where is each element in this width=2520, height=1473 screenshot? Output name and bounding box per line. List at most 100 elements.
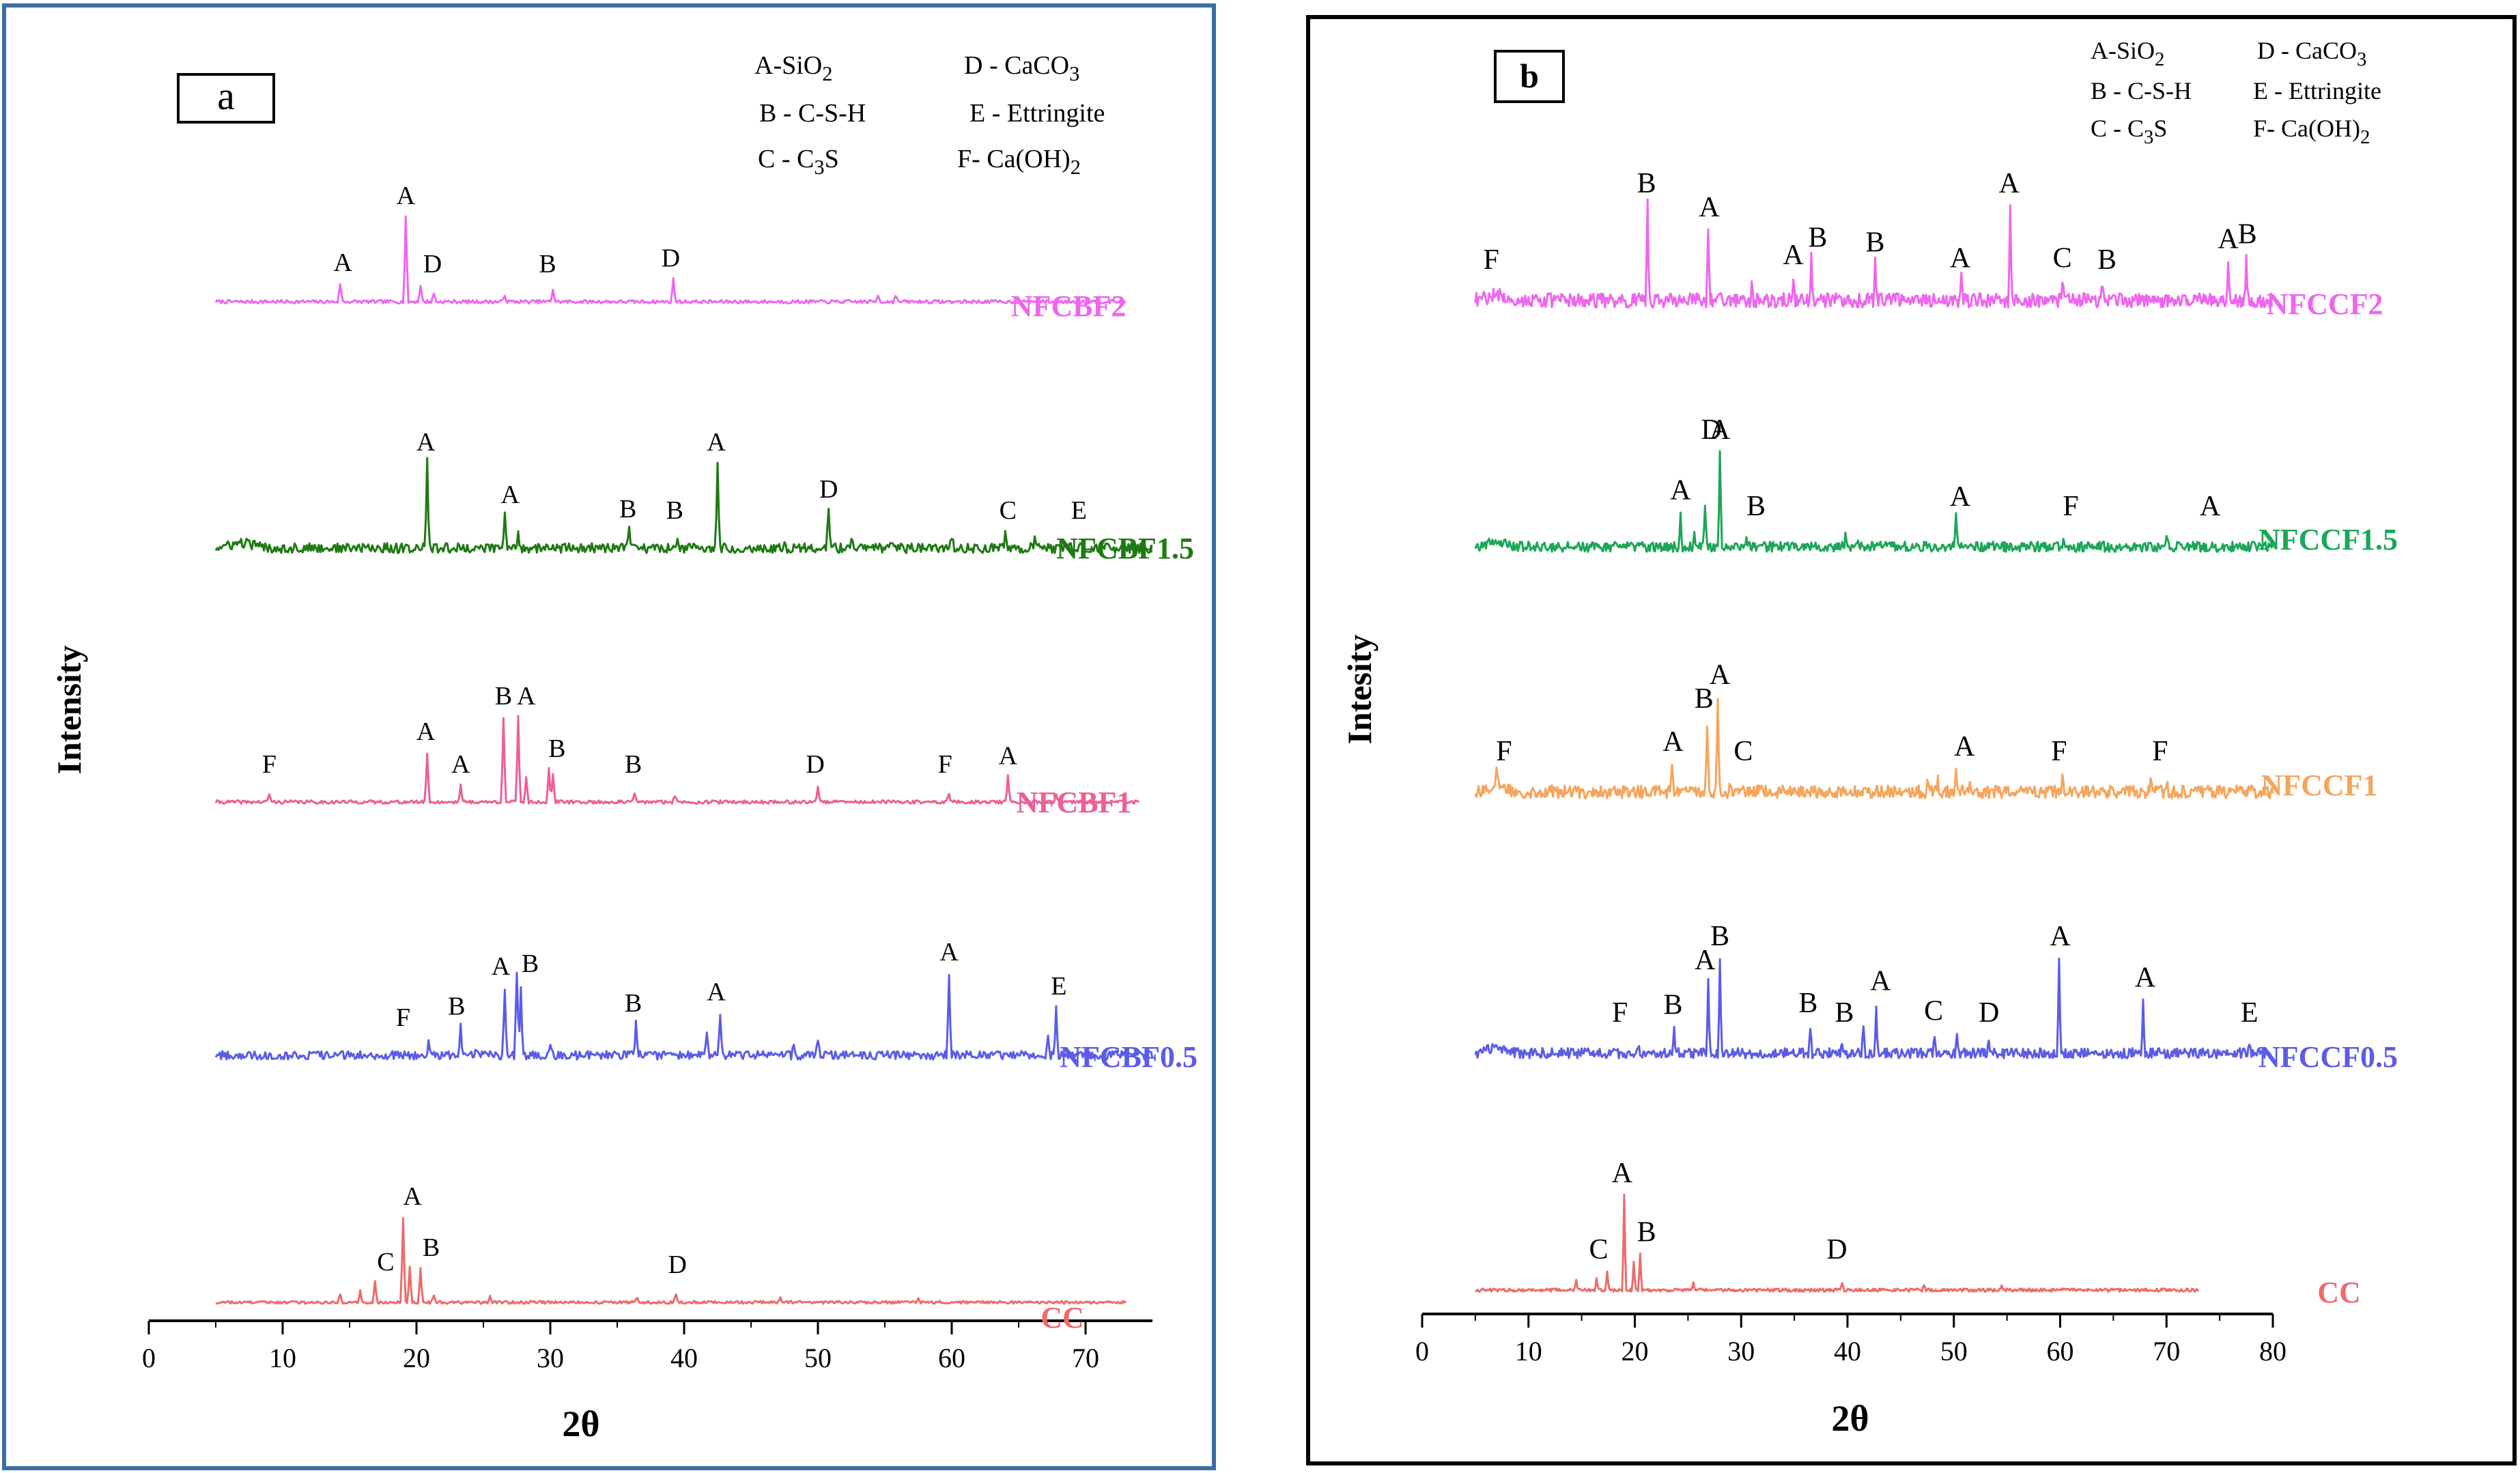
panel-b-legend-entry: E - Ettringite bbox=[2253, 77, 2381, 104]
panel-a-label-box bbox=[177, 73, 275, 124]
panel-b-peak-label: A bbox=[1670, 475, 1691, 506]
panel-b-peak-label: C bbox=[2053, 243, 2072, 274]
panel-b-peak-label: A bbox=[1612, 1158, 1633, 1189]
panel-a-peak-label: F bbox=[938, 750, 952, 779]
panel-a-x-axis-label: 2θ bbox=[562, 1403, 599, 1444]
panel-a-peak-label: B bbox=[625, 989, 642, 1018]
panel-b-peak-label: B bbox=[1835, 997, 1854, 1029]
panel-a-legend-entry: E - Ettringite bbox=[969, 99, 1105, 128]
panel-a-frame bbox=[2, 3, 1216, 1470]
panel-b-peak-label: F bbox=[2152, 736, 2168, 767]
panel-b-peak-label: F bbox=[2051, 736, 2067, 767]
panel-a-peak-label: A bbox=[707, 978, 726, 1007]
panel-a-series-NFCBF0.5-trace bbox=[214, 971, 1154, 1061]
panel-a-peak-label: A bbox=[397, 182, 416, 210]
panel-b-series-NFCCF1.5-trace bbox=[1474, 450, 2274, 553]
panel-a-legend-entry: A-SiO2 bbox=[754, 51, 832, 85]
panel-b-legend-entry: D - CaCO3 bbox=[2257, 37, 2366, 70]
panel-a-peak-label: D bbox=[819, 475, 838, 504]
panel-b-peak-label: C bbox=[1589, 1234, 1609, 1265]
panel-b-series-name-NFCCF0.5: NFCCF0.5 bbox=[2259, 1040, 2398, 1074]
panel-b-peak-label: E bbox=[2241, 997, 2259, 1029]
panel-a-peak-label: A bbox=[939, 938, 959, 967]
panel-a-peak-label: B bbox=[423, 1233, 440, 1262]
panel-b-peak-label: A bbox=[1950, 243, 1971, 274]
panel-a-peak-label: A bbox=[403, 1182, 422, 1211]
panel-b-peak-label: F bbox=[2063, 491, 2078, 522]
panel-b-x-tick-label: 30 bbox=[1727, 1336, 1755, 1367]
panel-a-series-name-NFCBF1: NFCBF1 bbox=[1017, 786, 1132, 819]
panel-b-peak-label: A bbox=[1710, 659, 1731, 691]
panel-b-series-NFCCF1-trace bbox=[1474, 698, 2274, 799]
panel-b-peak-label: B bbox=[2238, 219, 2257, 251]
panel-b-peak-label: A bbox=[1950, 481, 1971, 513]
panel-a: a Intensity 2θ A-SiO2 D - CaCO3 B - C-S-H E… bbox=[2, 3, 1216, 1470]
panel-a-peak-label: E bbox=[1071, 496, 1087, 525]
panel-b-x-tick-label: 10 bbox=[1515, 1336, 1542, 1367]
panel-a-series-NFCBF2-trace bbox=[214, 215, 1127, 304]
panel-a-peak-label: B bbox=[522, 949, 539, 978]
panel-a-series-NFCBF1.5-trace bbox=[214, 457, 1153, 554]
panel-a-peak-label: D bbox=[423, 250, 442, 278]
panel-a-peak-label: B bbox=[666, 496, 683, 525]
panel-b-series-CC-trace bbox=[1475, 1193, 2200, 1293]
panel-b-peak-label: B bbox=[2097, 244, 2116, 276]
panel-a-series-NFCBF1-trace bbox=[214, 715, 1140, 805]
panel-a-x-tick-label: 50 bbox=[804, 1343, 832, 1373]
panel-b-peak-label: D bbox=[1701, 414, 1721, 446]
panel-b-x-tick-label: 70 bbox=[2153, 1336, 2180, 1367]
panel-a-peak-label: D bbox=[668, 1250, 686, 1279]
panel-b-x-tick-label: 20 bbox=[1622, 1336, 1649, 1367]
panel-a-peak-label: A bbox=[500, 481, 520, 509]
panel-b-label-box bbox=[1494, 50, 1565, 103]
panel-b-series-NFCCF2-trace bbox=[1474, 198, 2274, 309]
panel-b-peak-label: B bbox=[1637, 1216, 1656, 1248]
panel-b-peak-label: B bbox=[1637, 168, 1656, 199]
panel-b-legend-entry: B - C-S-H bbox=[2091, 77, 2192, 104]
panel-b-label: b bbox=[1520, 57, 1539, 95]
panel-b-legend-entry: A-SiO2 bbox=[2091, 37, 2164, 70]
panel-a-x-tick-label: 20 bbox=[403, 1343, 430, 1373]
panel-b-peak-label: C bbox=[1733, 736, 1753, 767]
panel-b-series-name-NFCCF1.5: NFCCF1.5 bbox=[2259, 523, 2398, 556]
panel-a-series-name-NFCBF1.5: NFCBF1.5 bbox=[1056, 532, 1194, 565]
panel-a-x-tick-label: 60 bbox=[938, 1343, 965, 1373]
panel-a-peak-label: F bbox=[396, 1003, 410, 1032]
panel-b-peak-label: F bbox=[1496, 736, 1512, 767]
panel-b-peak-label: A bbox=[1783, 240, 1804, 271]
panel-b-peak-label: F bbox=[1612, 997, 1628, 1029]
panel-b-series-name-CC: CC bbox=[2317, 1276, 2361, 1309]
panel-b-peak-label: A bbox=[1695, 945, 1716, 976]
panel-a-peak-label: A bbox=[416, 428, 436, 457]
panel-b-peak-label: B bbox=[1808, 222, 1827, 253]
panel-a-label: a bbox=[217, 74, 235, 118]
panel-b-legend-entry: F- Ca(OH)2 bbox=[2253, 115, 2370, 148]
panel-b-peak-label: B bbox=[1865, 227, 1884, 258]
panel-b-x-tick-label: 40 bbox=[1834, 1336, 1861, 1367]
panel-b-frame bbox=[1306, 15, 2517, 1465]
panel-a-series-CC-trace bbox=[215, 1217, 1127, 1305]
panel-b-peak-label: A bbox=[1699, 192, 1720, 223]
panel-a-peak-label: A bbox=[333, 248, 352, 277]
panel-b-peak-label: A bbox=[1954, 731, 1975, 762]
panel-a-x-tick-label: 10 bbox=[269, 1343, 296, 1373]
panel-a-series-name-CC: CC bbox=[1040, 1301, 1084, 1334]
panel-b-peak-label: B bbox=[1664, 989, 1683, 1020]
panel-a-peak-label: B bbox=[539, 250, 556, 278]
panel-b-y-axis-label: Intesity bbox=[1340, 634, 1378, 744]
panel-b-x-axis-label: 2θ bbox=[1831, 1398, 1869, 1439]
panel-b-peak-label: D bbox=[1826, 1234, 1847, 1265]
panel-a-x-tick-label: 0 bbox=[142, 1343, 156, 1373]
panel-b-peak-label: A bbox=[2050, 921, 2071, 952]
panel-a-peak-label: B bbox=[625, 750, 642, 779]
panel-b-peak-label: A bbox=[1662, 726, 1684, 758]
panel-a-peak-label: B bbox=[619, 495, 636, 524]
panel-b-peak-label: D bbox=[1979, 997, 1999, 1029]
panel-a-peak-label: A bbox=[416, 717, 436, 746]
panel-b-peak-label: B bbox=[1746, 491, 1766, 522]
panel-b-peak-label: A bbox=[1870, 965, 1891, 997]
panel-b-peak-label: A bbox=[1710, 414, 1731, 446]
panel-a-peak-label: B bbox=[495, 682, 512, 711]
panel-a-legend-entry: F- Ca(OH)2 bbox=[957, 145, 1081, 179]
panel-a-series-name-NFCBF0.5: NFCBF0.5 bbox=[1060, 1040, 1198, 1074]
